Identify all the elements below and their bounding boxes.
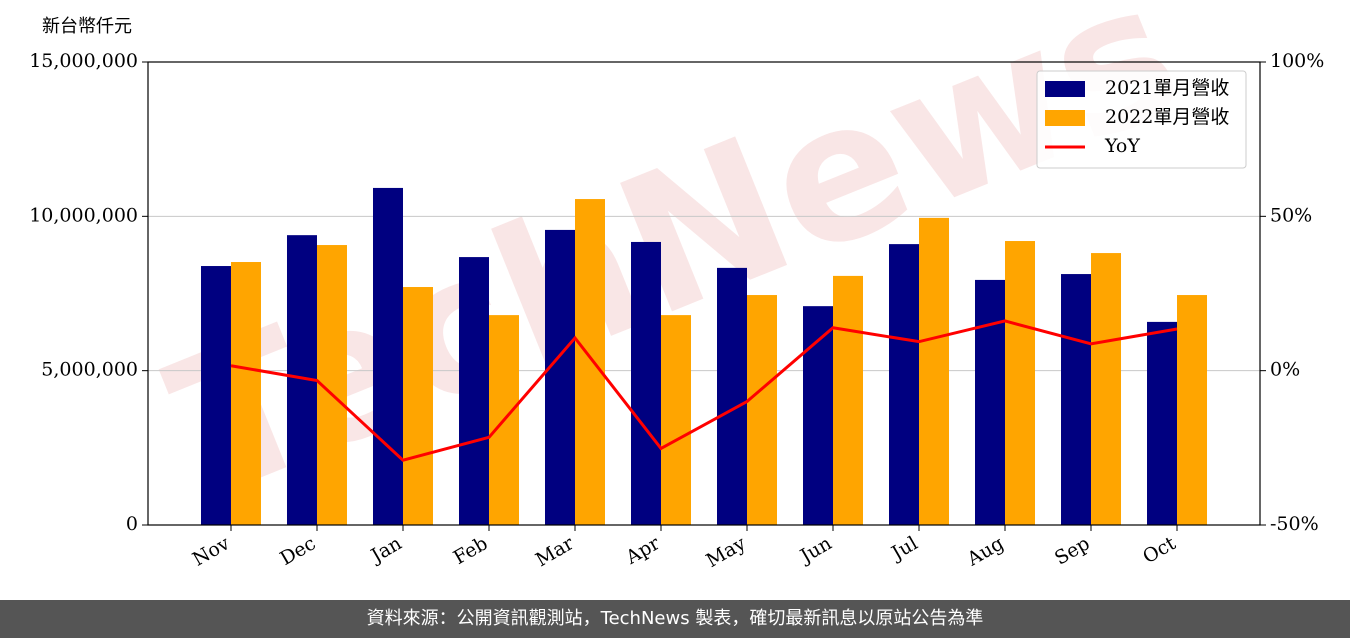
y-tick-label: 10,000,000	[29, 204, 138, 226]
x-tick-label: May	[703, 532, 750, 572]
bar	[230, 262, 261, 525]
bar	[889, 244, 920, 525]
y2-tick-label: 0%	[1270, 359, 1300, 381]
bar	[803, 306, 834, 525]
legend-label: 2022單月營收	[1105, 106, 1229, 128]
bar	[630, 241, 661, 525]
bar	[975, 279, 1006, 525]
y-tick-label: 5,000,000	[41, 359, 138, 381]
chart: 新台幣仟元 TechNews 05,000,00010,000,00015,00…	[29, 0, 1324, 572]
x-tick-label: Sep	[1051, 532, 1094, 569]
bar	[372, 187, 403, 525]
x-tick-label: Jun	[795, 532, 836, 568]
footer: 資料來源：公開資訊觀測站，TechNews 製表，確切最新訊息以原站公告為準	[0, 600, 1350, 638]
y-axis-label: 新台幣仟元	[42, 16, 132, 37]
bar	[1177, 295, 1208, 525]
y2-tick-label: 50%	[1270, 204, 1312, 226]
y2-tick-label: -50%	[1270, 513, 1319, 535]
x-tick-label: Apr	[621, 532, 664, 569]
bar	[919, 217, 950, 526]
legend-box	[1036, 70, 1247, 169]
line-series	[230, 319, 1178, 462]
y-tick-label: 0	[126, 513, 138, 535]
legend-swatch	[1045, 110, 1085, 126]
bar	[660, 315, 691, 525]
bar	[458, 257, 489, 525]
bar	[717, 267, 748, 525]
y2-tick-label: 100%	[1270, 50, 1324, 72]
bar	[747, 295, 778, 525]
x-tick-label: Aug	[963, 532, 1008, 571]
plot-frame	[147, 61, 1261, 526]
legend-swatch	[1045, 81, 1085, 97]
bar	[200, 266, 231, 525]
bar	[544, 229, 575, 525]
x-tick-label: Jul	[886, 532, 921, 565]
bar	[1091, 253, 1122, 525]
x-tick-label: Oct	[1139, 532, 1180, 568]
x-tick-label: Jan	[366, 532, 406, 568]
legend-label: YoY	[1104, 135, 1140, 157]
y-tick-label: 15,000,000	[29, 50, 138, 72]
bar	[1147, 321, 1178, 525]
legend-label: 2021單月營收	[1105, 77, 1229, 99]
x-tick-label: Feb	[450, 532, 492, 569]
bar	[833, 275, 864, 525]
x-tick-label: Mar	[532, 532, 578, 571]
bar	[402, 287, 433, 525]
bar	[1061, 274, 1092, 525]
bar	[574, 199, 605, 525]
bar	[1005, 241, 1036, 525]
x-tick-label: Dec	[276, 532, 319, 570]
